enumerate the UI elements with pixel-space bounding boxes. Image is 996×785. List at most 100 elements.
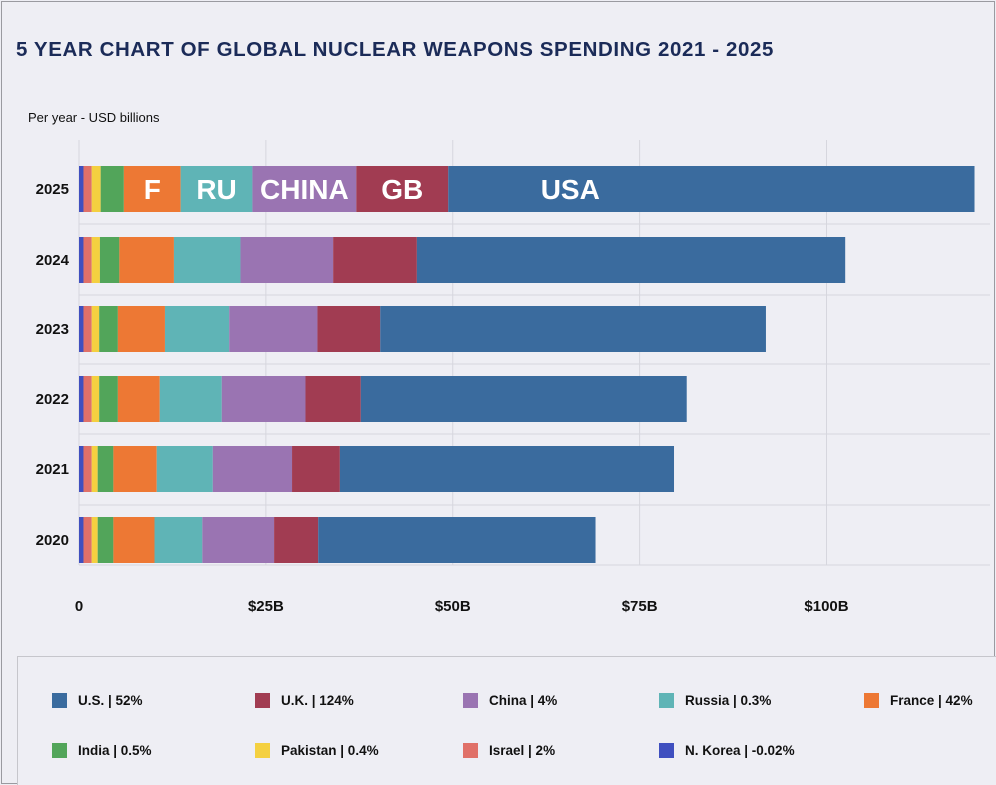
bar-segment-pakistan-2023 [91,306,100,352]
bar-segment-u-k-2024 [333,237,417,283]
bar-segment-france-2023 [117,306,165,352]
legend-label: Israel | 2% [489,743,556,758]
legend-swatch [659,693,674,708]
bar-segment-russia-2022 [159,376,222,422]
legend-item[interactable]: China | 4% [463,693,557,708]
bar-segment-india-2025 [100,166,124,212]
bar-segment-israel-2024 [83,237,92,283]
legend-item[interactable]: France | 42% [864,693,973,708]
bar-segment-india-2020 [97,517,114,563]
y-tick-label: 2024 [36,252,70,269]
bar-segment-israel-2025 [83,166,92,212]
bar-segment-pakistan-2021 [91,446,98,492]
bar-segment-u-s-2020 [318,517,596,563]
x-tick-label: $50B [435,598,471,615]
bar-segment-china-2020 [202,517,275,563]
bar-segment-india-2022 [99,376,118,422]
bar-segment-france-2024 [119,237,174,283]
bar-segment-russia-2023 [164,306,230,352]
legend-swatch [864,693,879,708]
bar-segment-russia-2020 [154,517,203,563]
legend-item[interactable]: U.S. | 52% [52,693,143,708]
legend-item[interactable]: Israel | 2% [463,743,555,758]
bar-segment-pakistan-2020 [91,517,98,563]
bar-segment-russia-2021 [156,446,213,492]
bar-segment-india-2023 [99,306,118,352]
bar-segment-n-korea-2021 [79,446,84,492]
bar-segment-n-korea-2023 [79,306,84,352]
y-tick-label: 2023 [36,321,69,338]
bar-segment-israel-2021 [83,446,92,492]
x-tick-label: $75B [622,598,658,615]
bar-label: F [144,174,161,205]
bar-segment-n-korea-2020 [79,517,84,563]
bar-segment-china-2022 [221,376,306,422]
bar-segment-n-korea-2022 [79,376,84,422]
legend-item[interactable]: Russia | 0.3% [659,693,771,708]
bar-label: USA [541,174,600,205]
bar-segment-russia-2025 [180,166,253,212]
x-tick-label: $25B [248,598,284,615]
legend-swatch [52,743,67,758]
bar-segment-india-2021 [97,446,114,492]
bar-segment-china-2024 [240,237,334,283]
bar-segment-china-2021 [212,446,293,492]
bar-segment-china-2023 [229,306,318,352]
bar-segment-israel-2023 [83,306,92,352]
bar-segment-israel-2022 [83,376,92,422]
chart-legend: U.S. | 52% U.K. | 124% China | 4% Russia | … [17,656,996,785]
legend-swatch [52,693,67,708]
y-tick-label: 2022 [36,391,69,408]
legend-swatch [463,693,478,708]
legend-label: Pakistan | 0.4% [281,743,379,758]
bar-segment-france-2021 [113,446,157,492]
bar-label: RU [196,174,236,205]
bar-segment-france-2022 [117,376,160,422]
legend-swatch [255,693,270,708]
bar-segment-n-korea-2025 [79,166,84,212]
legend-label: India | 0.5% [78,743,152,758]
legend-label: U.S. | 52% [78,693,143,708]
bar-segment-u-s-2021 [339,446,675,492]
bar-segment-india-2024 [99,237,120,283]
bar-segment-u-k-2025 [356,166,449,212]
bar-segment-russia-2024 [173,237,241,283]
legend-item[interactable]: Pakistan | 0.4% [255,743,379,758]
bar-segment-pakistan-2025 [91,166,101,212]
bar-segment-france-2025 [123,166,181,212]
bar-label: CHINA [260,174,349,205]
legend-swatch [255,743,270,758]
bar-segment-pakistan-2022 [91,376,100,422]
legend-label: China | 4% [489,693,558,708]
legend-swatch [659,743,674,758]
y-tick-label: 2021 [36,461,69,478]
bar-segment-france-2020 [113,517,155,563]
bar-segment-u-k-2020 [274,517,319,563]
bar-segment-israel-2020 [83,517,92,563]
chart-title: 5 YEAR CHART OF GLOBAL NUCLEAR WEAPONS S… [16,38,774,61]
bar-segment-u-k-2023 [317,306,381,352]
bar-segment-u-k-2022 [305,376,361,422]
legend-item[interactable]: India | 0.5% [52,743,152,758]
bar-segment-u-k-2021 [292,446,340,492]
y-tick-label: 2020 [36,532,69,549]
x-tick-label: $100B [804,598,848,615]
bar-segment-u-s-2024 [416,237,846,283]
bar-label: GB [381,174,423,205]
bar-segment-u-s-2023 [380,306,766,352]
legend-item[interactable]: N. Korea | -0.02% [659,743,795,758]
chart-subtitle: Per year - USD billions [28,110,160,125]
y-tick-label: 2025 [36,181,69,198]
bar-chart: 2025 2024 2023 2022 2021 2020 F RU CHINA GB USA 0 $2… [36,140,990,615]
x-tick-label: 0 [75,598,83,615]
bar-segment-china-2025 [252,166,357,212]
legend-item[interactable]: U.K. | 124% [255,693,354,708]
legend-label: N. Korea | -0.02% [685,743,795,758]
bar-segment-u-s-2022 [360,376,687,422]
bar-segment-n-korea-2024 [79,237,84,283]
legend-label: France | 42% [890,693,973,708]
legend-swatch [463,743,478,758]
bar-segment-pakistan-2024 [91,237,100,283]
legend-label: U.K. | 124% [281,693,354,708]
bar-segment-u-s-2025 [448,166,975,212]
